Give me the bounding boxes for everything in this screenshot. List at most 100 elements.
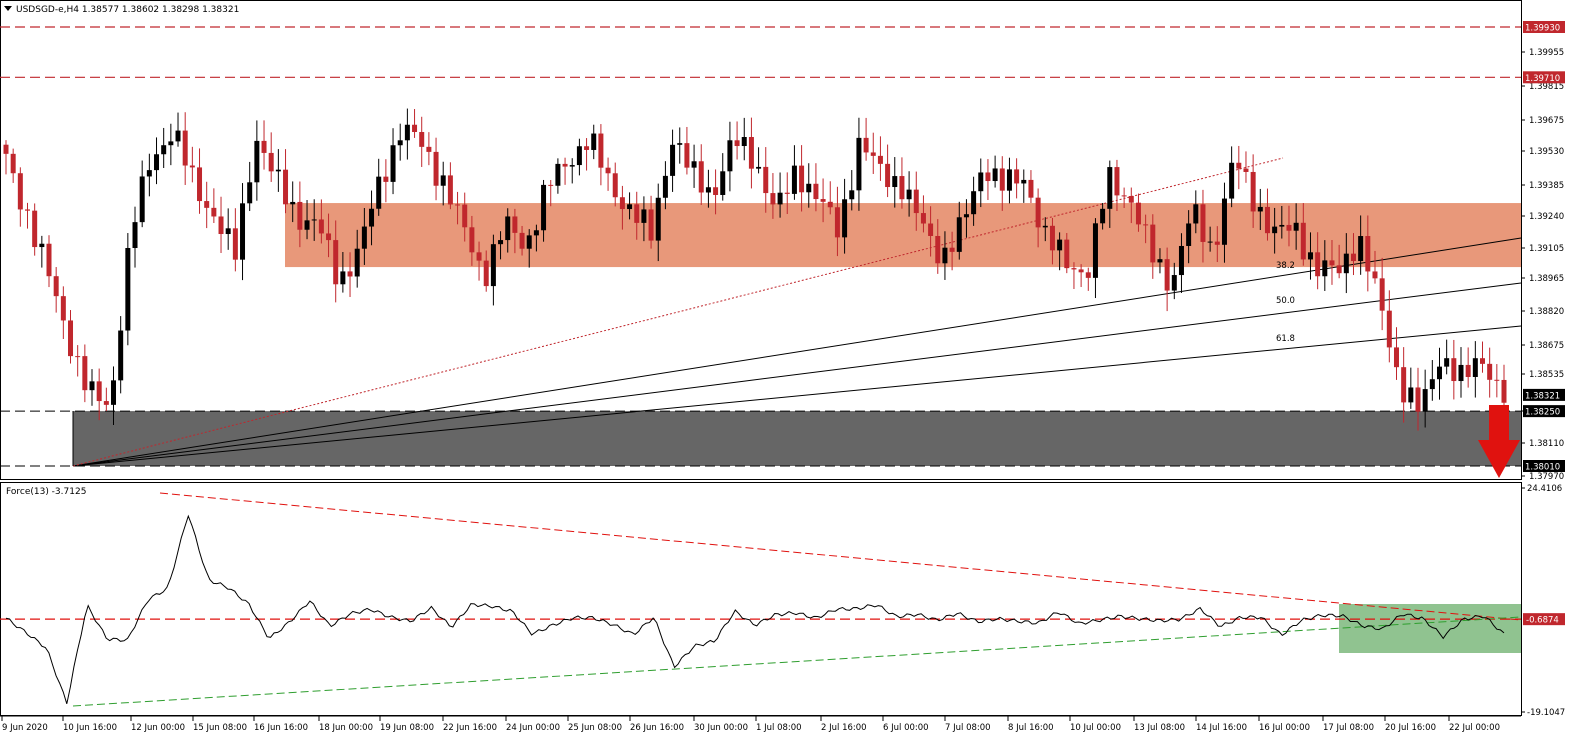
candle bbox=[361, 208, 367, 265]
price-tick-label: 1.39675 bbox=[1529, 116, 1564, 126]
candle bbox=[1107, 160, 1113, 228]
candle bbox=[591, 124, 597, 160]
time-tick-label: 18 Jun 00:00 bbox=[319, 723, 373, 733]
price-tag-label: 1.39710 bbox=[1525, 74, 1560, 84]
candle bbox=[505, 208, 511, 253]
candle bbox=[240, 183, 246, 281]
down-arrow-icon bbox=[1478, 405, 1520, 478]
time-tick-label: 12 Jun 00:00 bbox=[131, 723, 185, 733]
candle bbox=[261, 120, 267, 170]
symbol-header: USDSGD-e,H4 1.38577 1.38602 1.38298 1.38… bbox=[16, 5, 239, 15]
candle bbox=[1444, 339, 1450, 375]
force-level-tag bbox=[1523, 613, 1565, 626]
candle bbox=[992, 155, 998, 188]
candle bbox=[533, 224, 539, 252]
candle bbox=[1293, 203, 1299, 250]
candle bbox=[827, 181, 833, 215]
candle bbox=[1128, 187, 1134, 224]
candle bbox=[1243, 151, 1249, 183]
candle bbox=[168, 123, 174, 166]
candle bbox=[705, 169, 711, 208]
candle bbox=[526, 229, 532, 268]
candle bbox=[397, 123, 403, 161]
price-tag-label: 1.38250 bbox=[1525, 408, 1560, 418]
candle bbox=[806, 163, 812, 208]
candle bbox=[605, 157, 611, 191]
candle bbox=[447, 162, 453, 210]
candle bbox=[304, 200, 310, 240]
candle bbox=[32, 203, 38, 256]
candle bbox=[1042, 217, 1048, 242]
fan-baseline-dotted bbox=[72, 157, 1284, 467]
candle bbox=[1200, 189, 1206, 263]
candle bbox=[971, 176, 977, 226]
candle bbox=[462, 192, 468, 242]
candle bbox=[161, 127, 167, 169]
candle bbox=[928, 206, 934, 257]
price-tag bbox=[1523, 21, 1565, 33]
candle bbox=[1365, 215, 1371, 292]
candle bbox=[197, 148, 203, 214]
fibonacci-fan: 38.2 50.0 61.8 bbox=[72, 157, 1522, 467]
candle bbox=[512, 208, 518, 254]
candle bbox=[146, 153, 152, 197]
candle bbox=[756, 147, 762, 174]
time-tick-label: 16 Jul 00:00 bbox=[1259, 723, 1310, 733]
price-tag bbox=[1523, 405, 1565, 418]
candle bbox=[376, 158, 382, 216]
candle bbox=[333, 220, 339, 303]
candle bbox=[1472, 341, 1478, 398]
candle bbox=[813, 163, 819, 212]
candle bbox=[1329, 240, 1335, 285]
candle bbox=[612, 162, 618, 207]
time-tick-label: 22 Jul 00:00 bbox=[1449, 723, 1500, 733]
time-tick-label: 10 Jun 16:00 bbox=[63, 723, 117, 733]
main-header: USDSGD-e,H4 1.38577 1.38602 1.38298 1.38… bbox=[4, 5, 239, 15]
price-tick-label: 1.39385 bbox=[1529, 181, 1564, 191]
candle bbox=[175, 112, 181, 147]
force-index-line bbox=[5, 514, 1505, 704]
candle bbox=[1501, 364, 1507, 413]
candle bbox=[627, 192, 633, 220]
candle bbox=[118, 316, 124, 394]
candle bbox=[741, 117, 747, 161]
candle bbox=[1379, 257, 1385, 331]
candle bbox=[677, 127, 683, 164]
candle bbox=[892, 157, 898, 208]
candle bbox=[849, 170, 855, 211]
candle bbox=[469, 215, 475, 266]
time-tick-label: 7 Jul 08:00 bbox=[945, 723, 991, 733]
fan-line-61 bbox=[72, 325, 1522, 467]
candle bbox=[1479, 341, 1485, 373]
candle bbox=[942, 231, 948, 280]
candle bbox=[232, 208, 238, 272]
candle bbox=[1422, 369, 1428, 428]
candle bbox=[963, 199, 969, 238]
candle bbox=[254, 120, 260, 201]
candle bbox=[3, 140, 9, 175]
price-tick-label: 1.39530 bbox=[1529, 147, 1564, 157]
candle bbox=[662, 161, 668, 210]
candle bbox=[619, 185, 625, 230]
candle bbox=[1300, 203, 1306, 266]
candle bbox=[1386, 290, 1392, 363]
candle bbox=[111, 366, 117, 426]
fan-line-50 bbox=[72, 282, 1522, 467]
candle bbox=[318, 199, 324, 244]
candle bbox=[1021, 169, 1027, 203]
force-tick-label: -19.1047 bbox=[1527, 708, 1565, 718]
candle bbox=[25, 202, 31, 229]
candle bbox=[999, 156, 1005, 211]
candle bbox=[1358, 215, 1364, 275]
candle bbox=[132, 206, 138, 268]
candle bbox=[1114, 159, 1120, 212]
candle bbox=[419, 116, 425, 167]
candle bbox=[870, 132, 876, 174]
candle bbox=[483, 250, 489, 292]
time-tick-label: 1 Jul 08:00 bbox=[756, 723, 802, 733]
candle bbox=[455, 191, 461, 225]
candle bbox=[1465, 347, 1471, 388]
candle bbox=[684, 126, 690, 175]
candle bbox=[53, 267, 59, 313]
